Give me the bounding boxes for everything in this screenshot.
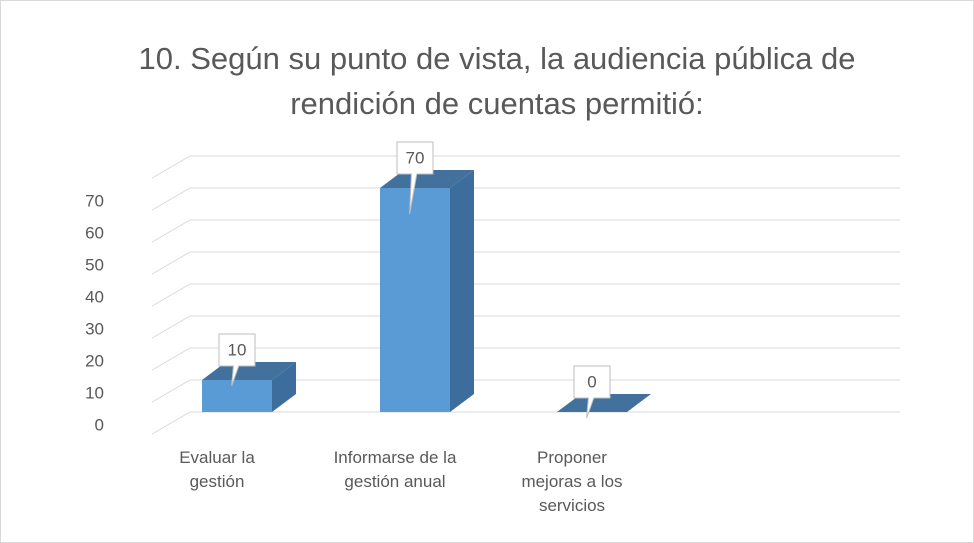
data-label-box <box>218 333 256 387</box>
grid-line <box>151 411 900 435</box>
y-tick-label: 0 <box>95 415 104 434</box>
grid-line <box>151 315 900 339</box>
bar <box>380 188 450 412</box>
y-tick-label: 70 <box>85 191 104 210</box>
bar-side <box>450 170 474 412</box>
data-label-box <box>396 141 434 215</box>
y-tick-label: 60 <box>85 223 104 242</box>
y-tick-label: 40 <box>85 287 104 306</box>
x-tick-label: Evaluar la gestión <box>179 448 255 491</box>
grid-line <box>151 347 900 371</box>
data-label-box <box>573 365 611 419</box>
y-tick-label: 50 <box>85 255 104 274</box>
y-tick-label: 10 <box>85 383 104 402</box>
y-tick-label: 30 <box>85 319 104 338</box>
data-label: 70 <box>406 148 425 167</box>
data-label: 10 <box>228 340 247 359</box>
y-tick-label: 20 <box>85 351 104 370</box>
grid-line <box>151 219 900 243</box>
grid-line <box>151 251 900 275</box>
bar <box>202 380 272 412</box>
data-label: 0 <box>587 372 596 391</box>
x-tick-label: Proponer mejoras a los servicios <box>521 448 623 515</box>
bar-side <box>272 362 296 412</box>
grid-line <box>151 155 900 179</box>
grid-line <box>151 283 900 307</box>
grid-line <box>151 379 900 403</box>
x-tick-label: Informarse de la gestión anual <box>333 448 457 491</box>
grid-line <box>151 187 900 211</box>
chart-title: 10. Según su punto de vista, la audienci… <box>138 41 856 121</box>
